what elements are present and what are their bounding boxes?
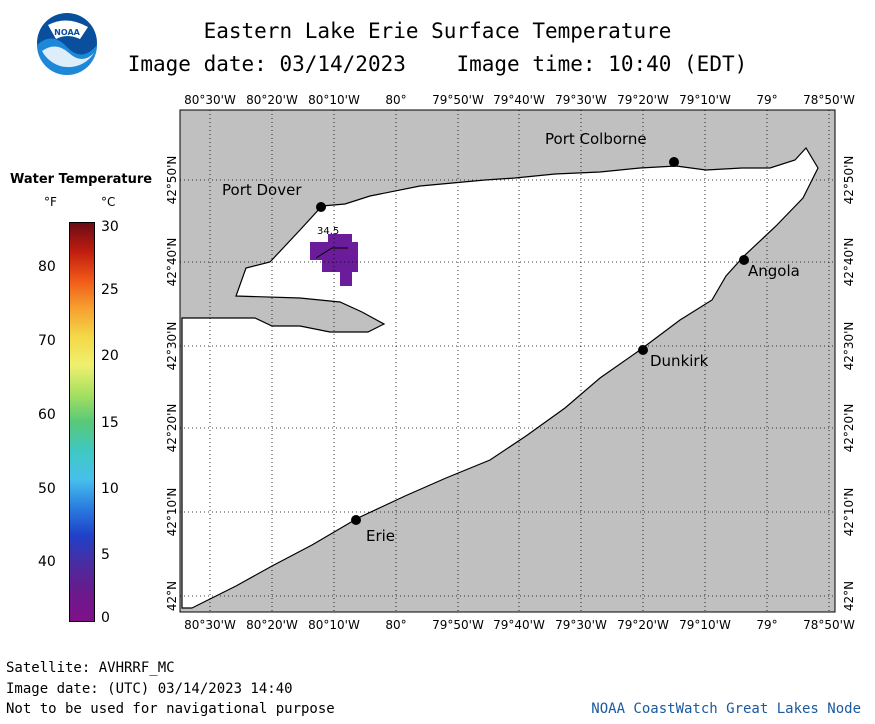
logo-text: NOAA bbox=[54, 28, 80, 37]
longitude-label: 80°20'W bbox=[246, 93, 298, 107]
longitude-label: 79°30'W bbox=[555, 618, 607, 632]
sample-temperature-label: 34.5 bbox=[317, 226, 340, 237]
legend-c-tick: 25 bbox=[101, 282, 119, 298]
longitude-label: 79° bbox=[756, 93, 778, 107]
longitude-label: 80°30'W bbox=[184, 618, 236, 632]
longitude-label: 80° bbox=[385, 93, 407, 107]
place-port-dover: Port Dover bbox=[222, 181, 302, 199]
longitude-label: 79°30'W bbox=[555, 93, 607, 107]
legend-unit-c: °C bbox=[101, 195, 116, 209]
legend-f-tick: 50 bbox=[38, 481, 56, 497]
longitude-label: 79°20'W bbox=[617, 618, 669, 632]
latitude-label: 42°20'N bbox=[165, 403, 179, 453]
city-marker-icon bbox=[669, 157, 679, 167]
legend-c-tick: 15 bbox=[101, 415, 119, 431]
longitude-label: 80°10'W bbox=[308, 618, 360, 632]
longitude-label: 79°40'W bbox=[493, 93, 545, 107]
legend-f-tick: 70 bbox=[38, 333, 56, 349]
latitude-label: 42°50'N bbox=[165, 155, 179, 205]
longitude-label: 79°50'W bbox=[432, 618, 484, 632]
place-dunkirk: Dunkirk bbox=[650, 352, 709, 370]
longitude-label: 79° bbox=[756, 618, 778, 632]
latitude-label: 42°N bbox=[842, 580, 856, 612]
legend-f-tick: 60 bbox=[38, 407, 56, 423]
place-erie: Erie bbox=[366, 527, 396, 545]
latitude-label: 42°40'N bbox=[165, 237, 179, 287]
latitude-label: 42°30'N bbox=[842, 321, 856, 371]
longitude-label: 79°10'W bbox=[679, 93, 731, 107]
sample-pixel-cluster bbox=[310, 234, 358, 286]
longitude-label: 79°10'W bbox=[679, 618, 731, 632]
city-marker-icon bbox=[739, 255, 749, 265]
city-marker-icon bbox=[351, 515, 361, 525]
longitude-label: 80° bbox=[385, 618, 407, 632]
legend-c-tick: 10 bbox=[101, 481, 119, 497]
longitude-label: 78°50'W bbox=[803, 93, 855, 107]
longitude-label: 79°50'W bbox=[432, 93, 484, 107]
longitude-label: 80°20'W bbox=[246, 618, 298, 632]
place-angola: Angola bbox=[748, 262, 800, 280]
disclaimer: Not to be used for navigational purpose bbox=[6, 701, 335, 717]
legend-c-tick: 30 bbox=[101, 219, 119, 235]
city-marker-icon bbox=[638, 345, 648, 355]
latitude-label: 42°N bbox=[165, 580, 179, 612]
legend-c-tick: 0 bbox=[101, 610, 110, 626]
legend-c-tick: 5 bbox=[101, 547, 110, 563]
latitude-label: 42°50'N bbox=[842, 155, 856, 205]
longitude-label: 80°30'W bbox=[184, 93, 236, 107]
noaa-logo-icon: NOAA bbox=[37, 13, 97, 75]
longitude-label: 78°50'W bbox=[803, 618, 855, 632]
longitude-label: 80°10'W bbox=[308, 93, 360, 107]
legend-f-tick: 80 bbox=[38, 259, 56, 275]
latitude-label: 42°10'N bbox=[165, 487, 179, 537]
legend-unit-f: °F bbox=[44, 195, 57, 209]
credit-noaa-coastwatch: NOAA CoastWatch Great Lakes Node bbox=[591, 701, 861, 717]
place-port-colborne: Port Colborne bbox=[545, 130, 647, 148]
legend-f-tick: 40 bbox=[38, 554, 56, 570]
legend-title: Water Temperature bbox=[10, 172, 153, 187]
temperature-colorbar bbox=[69, 222, 95, 622]
legend-c-tick: 20 bbox=[101, 348, 119, 364]
latitude-label: 42°40'N bbox=[842, 237, 856, 287]
latitude-label: 42°30'N bbox=[165, 321, 179, 371]
longitude-label: 79°20'W bbox=[617, 93, 669, 107]
satellite-info: Satellite: AVHRRF_MC bbox=[6, 660, 175, 676]
utc-date: Image date: (UTC) 03/14/2023 14:40 bbox=[6, 681, 293, 697]
map-title: Eastern Lake Erie Surface Temperature bbox=[203, 19, 672, 43]
longitude-label: 79°40'W bbox=[493, 618, 545, 632]
city-marker-icon bbox=[316, 202, 326, 212]
latitude-label: 42°20'N bbox=[842, 403, 856, 453]
map-subtitle: Image date: 03/14/2023 Image time: 10:40… bbox=[127, 52, 748, 76]
latitude-label: 42°10'N bbox=[842, 487, 856, 537]
